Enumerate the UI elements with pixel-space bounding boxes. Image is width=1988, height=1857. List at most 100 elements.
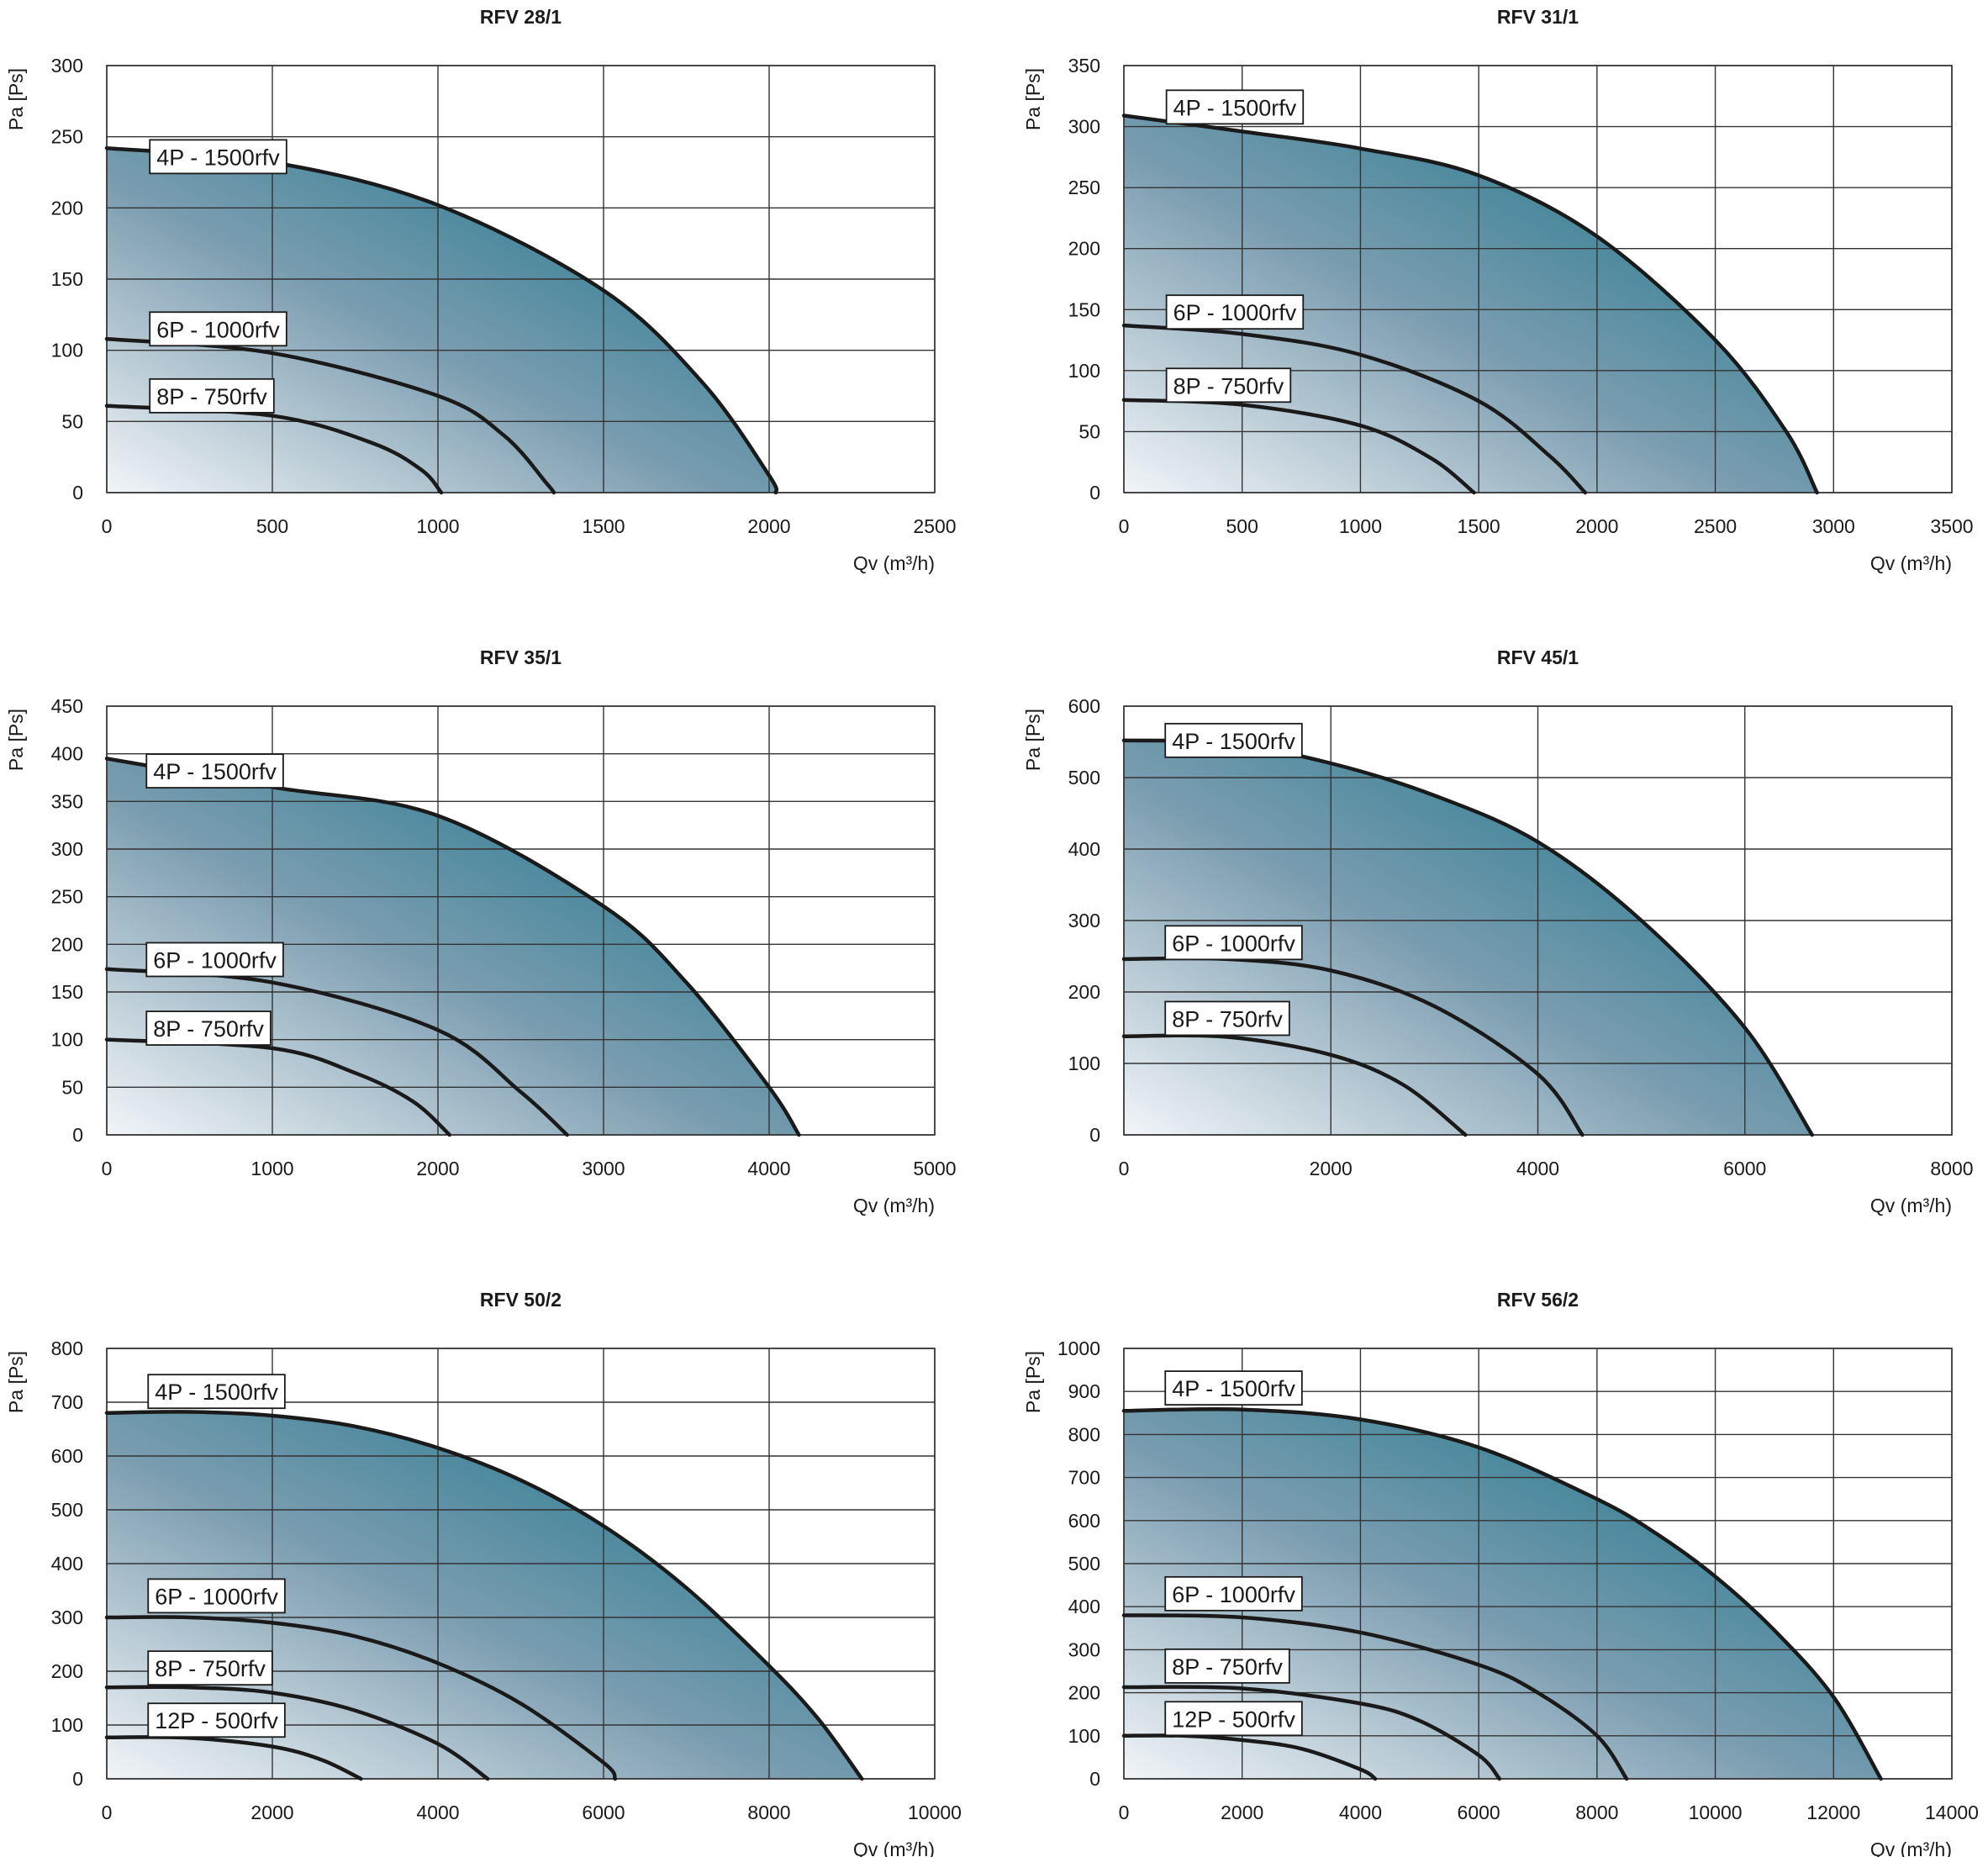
x-tick-label: 2000 bbox=[1221, 1802, 1263, 1823]
x-tick-label: 3000 bbox=[1812, 515, 1855, 537]
x-tick-label: 3500 bbox=[1930, 515, 1973, 537]
x-tick-label: 1000 bbox=[1339, 515, 1382, 537]
y-tick-label: 250 bbox=[51, 886, 83, 908]
y-tick-label: 700 bbox=[1068, 1467, 1100, 1489]
series-label-box bbox=[1165, 89, 1305, 125]
x-tick-label: 500 bbox=[1226, 515, 1258, 537]
y-tick-label: 100 bbox=[51, 1714, 83, 1736]
series-label-box bbox=[147, 1578, 286, 1614]
series-label-text: 4P - 1500rfv bbox=[156, 145, 280, 170]
series-label-box bbox=[149, 377, 275, 414]
y-tick-label: 500 bbox=[1068, 767, 1100, 789]
series-label-box bbox=[1165, 294, 1305, 330]
series-label-box bbox=[147, 1702, 286, 1738]
x-tick-label: 8000 bbox=[747, 1802, 790, 1823]
series-label: 4P - 1500rfv bbox=[147, 1374, 286, 1410]
x-axis-label: Qv (m³/h) bbox=[1870, 1195, 1952, 1216]
series-label-box bbox=[149, 311, 287, 347]
y-tick-label: 400 bbox=[51, 743, 83, 765]
y-axis-label: Pa [Ps] bbox=[5, 68, 27, 130]
x-axis-label: Qv (m³/h) bbox=[1870, 552, 1952, 574]
chart-title: RFV 56/2 bbox=[1497, 1289, 1579, 1311]
y-tick-label: 400 bbox=[1068, 1596, 1100, 1617]
x-tick-label: 4000 bbox=[416, 1802, 459, 1823]
series-label-box bbox=[145, 1010, 272, 1046]
series-curve bbox=[104, 1615, 618, 1781]
y-tick-label: 300 bbox=[1068, 116, 1100, 138]
x-axis-label: Qv (m³/h) bbox=[853, 1839, 935, 1857]
x-tick-label: 12000 bbox=[1806, 1802, 1860, 1823]
x-tick-label: 0 bbox=[1119, 1802, 1130, 1823]
y-tick-label: 100 bbox=[1068, 360, 1100, 382]
series-label: 4P - 1500rfv bbox=[1165, 89, 1305, 125]
y-tick-label: 200 bbox=[1068, 1682, 1100, 1704]
plot-frame bbox=[106, 1348, 936, 1780]
x-tick-label: 14000 bbox=[1925, 1802, 1979, 1823]
series-label-box bbox=[145, 942, 284, 978]
y-axis-label: Pa [Ps] bbox=[1022, 1351, 1044, 1413]
series-label-text: 6P - 1000rfv bbox=[1173, 300, 1297, 325]
y-tick-label: 200 bbox=[1068, 238, 1100, 260]
y-tick-label: 500 bbox=[1068, 1553, 1100, 1575]
x-tick-label: 0 bbox=[102, 1802, 113, 1823]
y-tick-label: 100 bbox=[1068, 1052, 1100, 1074]
y-tick-label: 800 bbox=[1068, 1423, 1100, 1445]
y-tick-label: 300 bbox=[51, 1606, 83, 1628]
x-tick-label: 2000 bbox=[416, 1158, 459, 1179]
series-label-box bbox=[1164, 925, 1303, 961]
y-tick-label: 100 bbox=[1068, 1725, 1100, 1747]
y-tick-label: 50 bbox=[61, 410, 83, 432]
series-label: 6P - 1000rfv bbox=[149, 311, 287, 347]
x-tick-label: 2000 bbox=[747, 515, 790, 537]
x-axis-label: Qv (m³/h) bbox=[853, 552, 935, 574]
series-label-box bbox=[145, 753, 284, 789]
y-axis-label: Pa [Ps] bbox=[5, 709, 27, 771]
y-tick-label: 0 bbox=[72, 482, 83, 504]
series-label: 8P - 750rfv bbox=[149, 377, 275, 414]
series-label: 6P - 1000rfv bbox=[1164, 1575, 1303, 1612]
series-curve bbox=[1121, 323, 1588, 495]
series-label-box bbox=[1164, 1648, 1290, 1684]
y-tick-label: 300 bbox=[1068, 1638, 1100, 1660]
chart-title: RFV 31/1 bbox=[1497, 6, 1579, 28]
series-label: 4P - 1500rfv bbox=[1164, 722, 1303, 758]
y-tick-label: 300 bbox=[1068, 910, 1100, 931]
y-tick-label: 350 bbox=[1068, 55, 1100, 76]
chart-title: RFV 45/1 bbox=[1497, 646, 1579, 668]
series-label-box bbox=[1164, 722, 1303, 758]
series-label-text: 4P - 1500rfv bbox=[1172, 1376, 1295, 1401]
y-tick-label: 0 bbox=[72, 1124, 83, 1146]
series-label: 8P - 750rfv bbox=[1164, 1000, 1290, 1037]
x-tick-label: 2500 bbox=[913, 515, 956, 537]
series-label: 6P - 1000rfv bbox=[1165, 294, 1305, 330]
y-tick-label: 150 bbox=[51, 981, 83, 1003]
chart-4: RFV 45/1 0 2000 4000 6000 8000 0 100 200 300 400 50… bbox=[1022, 646, 1974, 1216]
x-tick-label: 6000 bbox=[582, 1802, 625, 1823]
series-label-text: 6P - 1000rfv bbox=[153, 947, 277, 973]
chart-title: RFV 35/1 bbox=[480, 646, 562, 668]
x-tick-label: 10000 bbox=[908, 1802, 962, 1823]
x-tick-label: 3000 bbox=[582, 1158, 625, 1179]
series-label-text: 6P - 1000rfv bbox=[1172, 1582, 1295, 1607]
y-tick-label: 250 bbox=[1068, 177, 1100, 198]
chart-title: RFV 28/1 bbox=[480, 6, 562, 28]
series-label-text: 4P - 1500rfv bbox=[1172, 729, 1295, 754]
y-tick-label: 200 bbox=[51, 1660, 83, 1682]
series-label-box bbox=[1164, 1000, 1290, 1037]
x-tick-label: 8000 bbox=[1930, 1158, 1973, 1179]
curve-fill-area bbox=[107, 758, 799, 1135]
y-tick-label: 0 bbox=[1089, 1124, 1100, 1146]
curve-fill-area bbox=[1124, 740, 1812, 1135]
series-label-text: 4P - 1500rfv bbox=[1173, 95, 1297, 120]
y-tick-label: 800 bbox=[51, 1337, 83, 1359]
y-tick-label: 250 bbox=[51, 126, 83, 148]
y-tick-label: 200 bbox=[51, 197, 83, 219]
series-label: 8P - 750rfv bbox=[147, 1650, 273, 1686]
x-tick-label: 2000 bbox=[1575, 515, 1618, 537]
x-axis-label: Qv (m³/h) bbox=[1870, 1839, 1952, 1857]
series-label-box bbox=[1164, 1575, 1303, 1612]
x-tick-label: 0 bbox=[1119, 515, 1130, 537]
series-label-text: 4P - 1500rfv bbox=[153, 759, 277, 784]
x-tick-label: 1000 bbox=[250, 1158, 293, 1179]
